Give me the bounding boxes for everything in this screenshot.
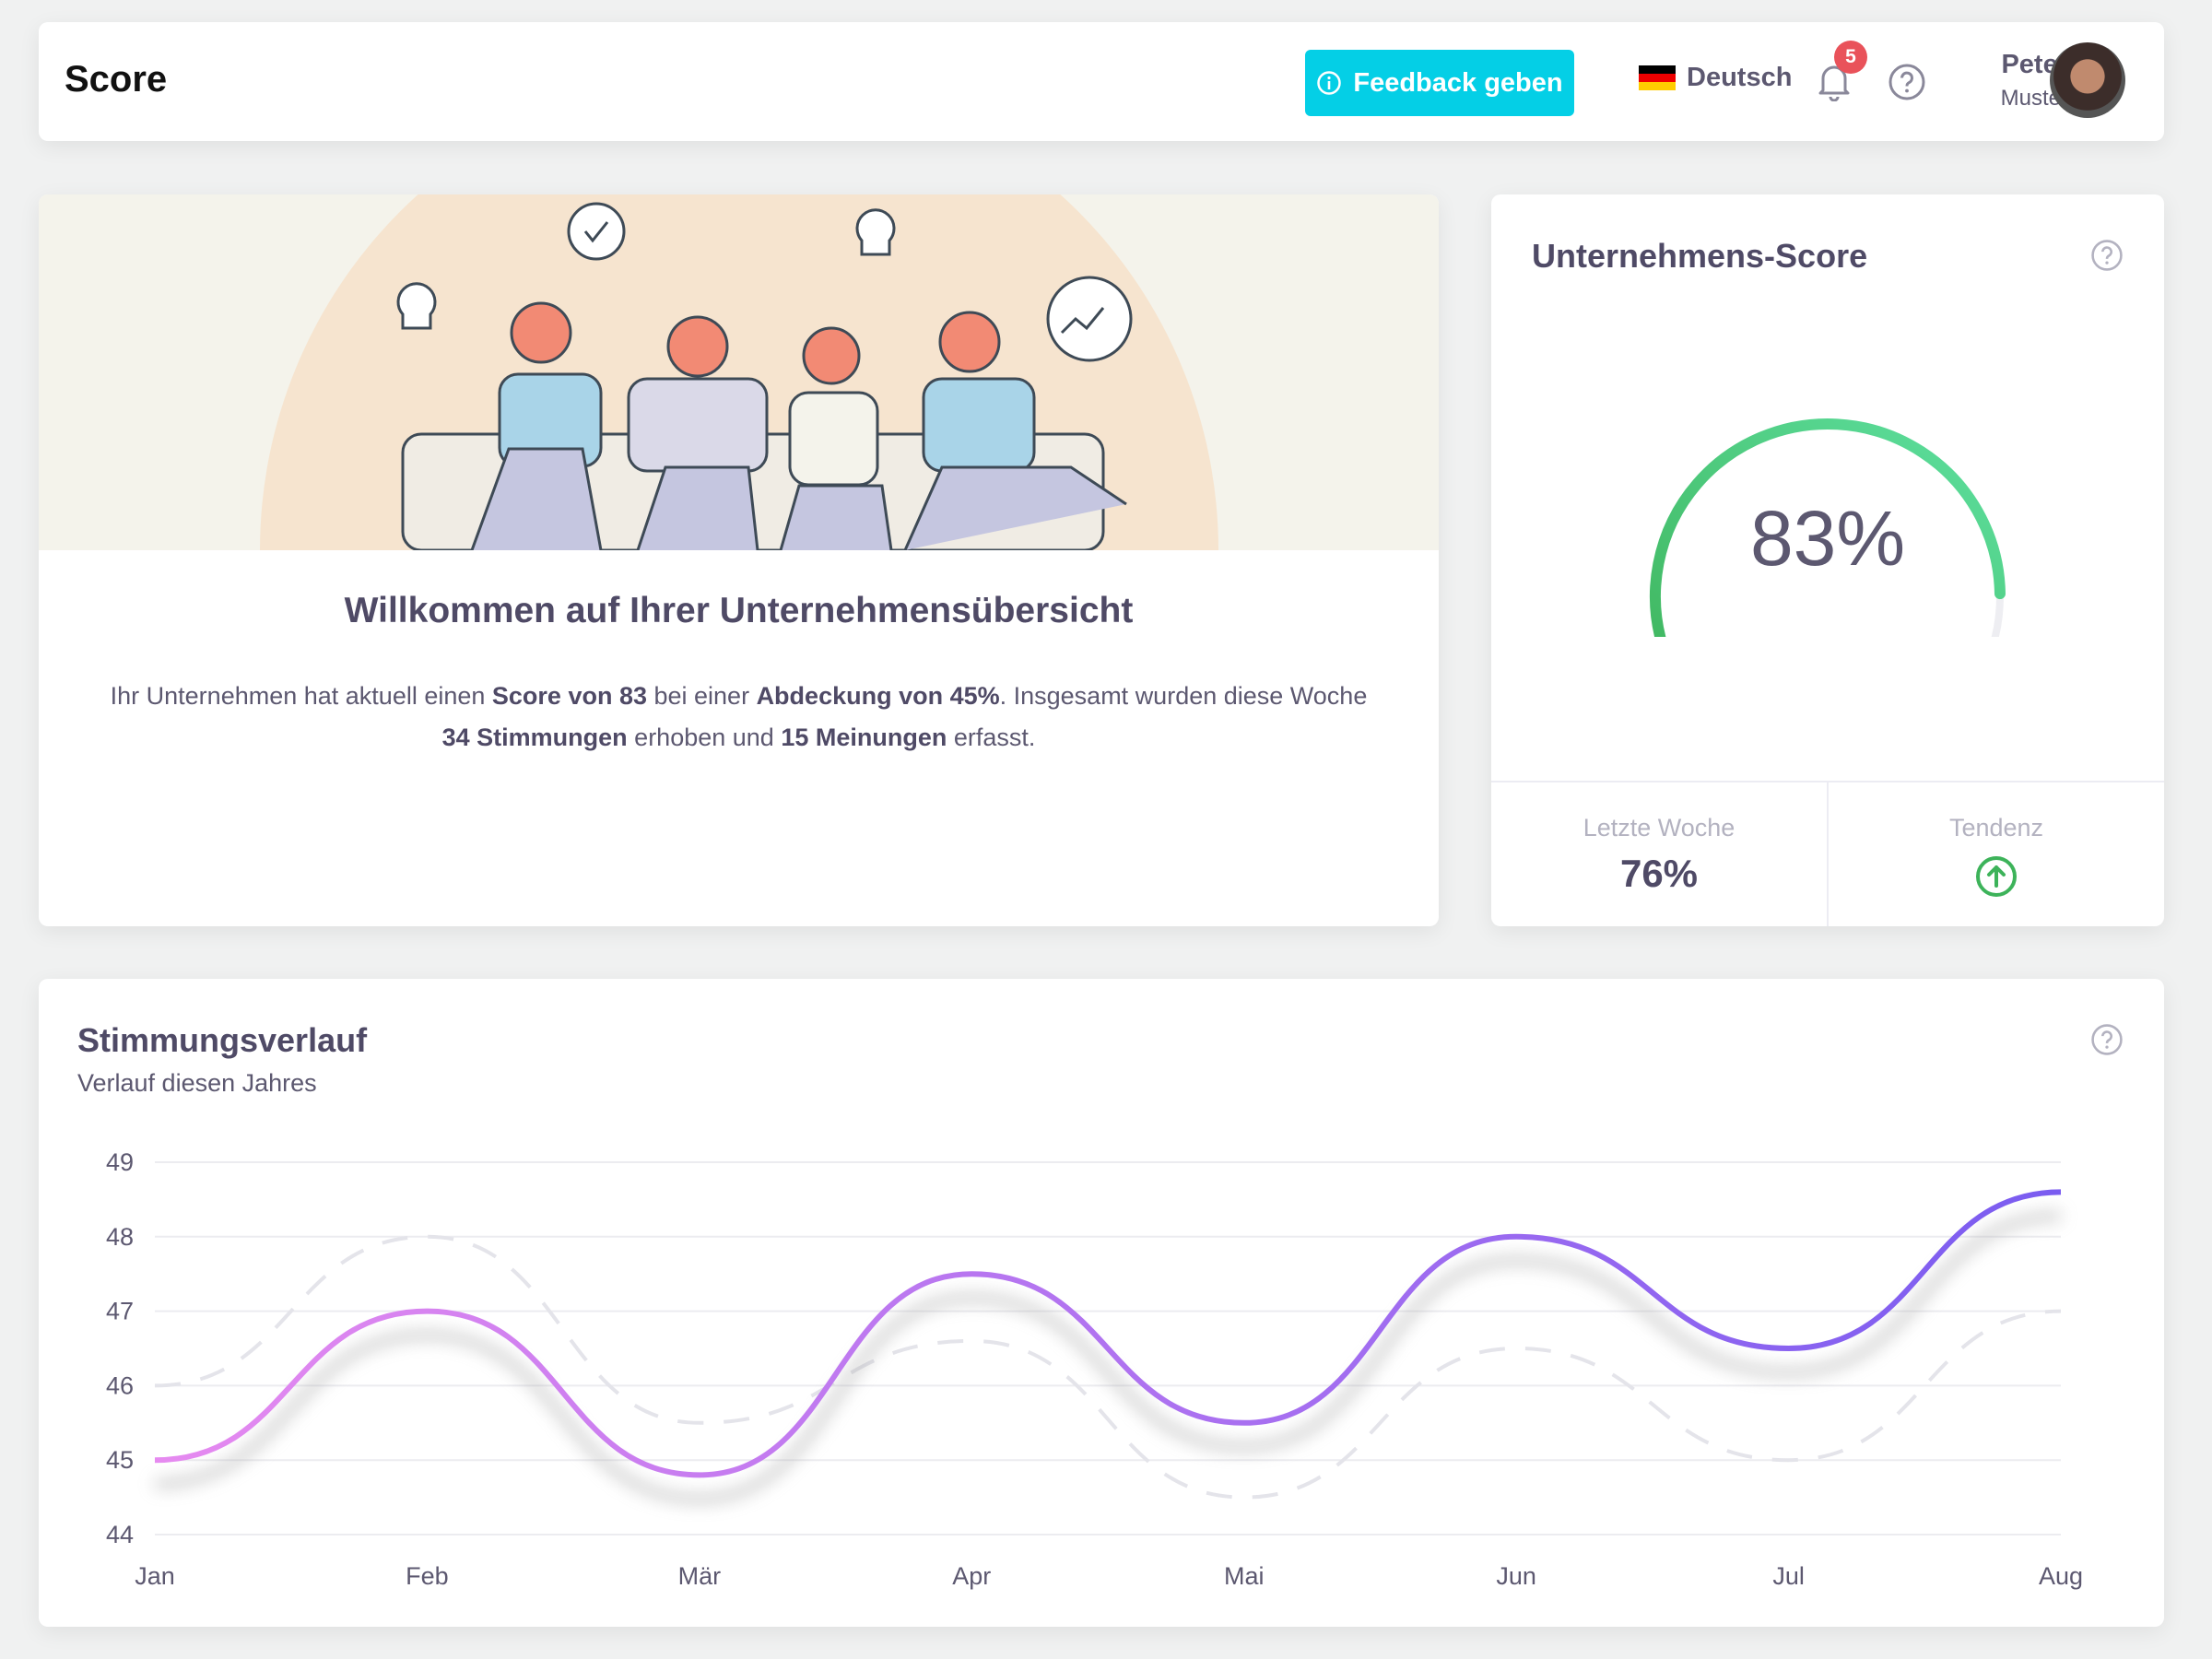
y-tick-label: 44: [106, 1521, 134, 1548]
score-gauge: [1650, 418, 2006, 637]
last-week-label: Letzte Woche: [1583, 814, 1735, 841]
help-icon[interactable]: [2090, 239, 2124, 272]
welcome-card: Willkommen auf Ihrer Unternehmensübersic…: [39, 194, 1439, 926]
mood-line-chart: 44 45 46 47 48 49 Jan Feb Mär Apr Mai Jun Jul Aug: [106, 1148, 2083, 1590]
notification-badge: 5: [1834, 41, 1867, 74]
chart-title: Stimmungsverlauf: [77, 1021, 368, 1059]
person-2: [627, 315, 769, 551]
feedback-button[interactable]: Feedback geben: [1305, 50, 1574, 116]
person-3: [779, 326, 893, 551]
x-tick-label: Aug: [2039, 1562, 2083, 1590]
help-icon[interactable]: [1888, 63, 1926, 101]
x-tick-label: Feb: [406, 1562, 449, 1590]
series-shadow: [154, 1211, 2062, 1504]
app-title: Score: [65, 59, 168, 100]
opinions-highlight: 15 Meinungen: [781, 724, 947, 751]
x-tick-label: Apr: [952, 1562, 991, 1590]
text: erfasst.: [947, 724, 1036, 751]
arrow-up-circle-icon: [1976, 856, 2017, 897]
y-tick-label: 49: [106, 1148, 134, 1176]
y-tick-label: 48: [106, 1223, 134, 1251]
y-tick-label: 45: [106, 1446, 134, 1474]
top-bar: Score Feedback geben Deutsch 5 Peter Mus…: [39, 22, 2164, 141]
last-week-value: 76%: [1619, 852, 1699, 895]
text: erhoben und: [627, 724, 782, 751]
text: . Insgesamt wurden diese Woche: [999, 682, 1368, 710]
trend-stat: Tendenz: [1827, 782, 2164, 926]
info-icon: [1317, 71, 1342, 95]
solid-series-line: [154, 1189, 2062, 1478]
x-tick-label: Jan: [135, 1562, 175, 1590]
person-4: [903, 311, 1127, 551]
score-highlight: Score von 83: [491, 682, 647, 710]
text: Ihr Unternehmen hat aktuell einen: [110, 682, 492, 710]
gauge-fill: [1650, 418, 2006, 637]
trend-label: Tendenz: [1948, 814, 2044, 841]
score-stats: Letzte Woche 76% Tendenz: [1491, 781, 2164, 926]
x-tick-label: Jul: [1772, 1562, 1805, 1590]
text: bei einer: [646, 682, 757, 710]
help-icon[interactable]: [2090, 1023, 2124, 1056]
language-selector[interactable]: Deutsch: [1639, 63, 1792, 93]
chart-subtitle: Verlauf diesen Jahres: [77, 1069, 317, 1097]
x-tick-label: Mär: [678, 1562, 722, 1590]
team-illustration: [39, 194, 1439, 552]
moods-highlight: 34 Stimmungen: [441, 724, 628, 751]
avatar[interactable]: [2050, 42, 2125, 118]
mood-history-card: Stimmungsverlauf Verlauf diesen Jahres 4…: [39, 979, 2164, 1627]
feedback-label: Feedback geben: [1353, 67, 1563, 98]
person-1: [470, 301, 603, 551]
y-tick-label: 46: [106, 1371, 134, 1399]
company-score-card: Unternehmens-Score 83% Letzte Woche 76% …: [1491, 194, 2164, 926]
x-tick-label: Jun: [1496, 1562, 1536, 1590]
welcome-text: Ihr Unternehmen hat aktuell einen Score …: [94, 676, 1383, 759]
x-tick-label: Mai: [1224, 1562, 1265, 1590]
language-label: Deutsch: [1687, 63, 1793, 92]
welcome-title: Willkommen auf Ihrer Unternehmensübersic…: [344, 591, 1134, 630]
y-tick-label: 47: [106, 1298, 134, 1325]
last-week-stat: Letzte Woche 76%: [1491, 782, 1827, 926]
german-flag-icon: [1639, 65, 1676, 90]
score-title: Unternehmens-Score: [1532, 237, 1868, 275]
score-value: 83%: [1749, 495, 1906, 582]
dashed-series-line: [154, 1234, 2062, 1500]
coverage-highlight: Abdeckung von 45%: [756, 682, 1000, 710]
